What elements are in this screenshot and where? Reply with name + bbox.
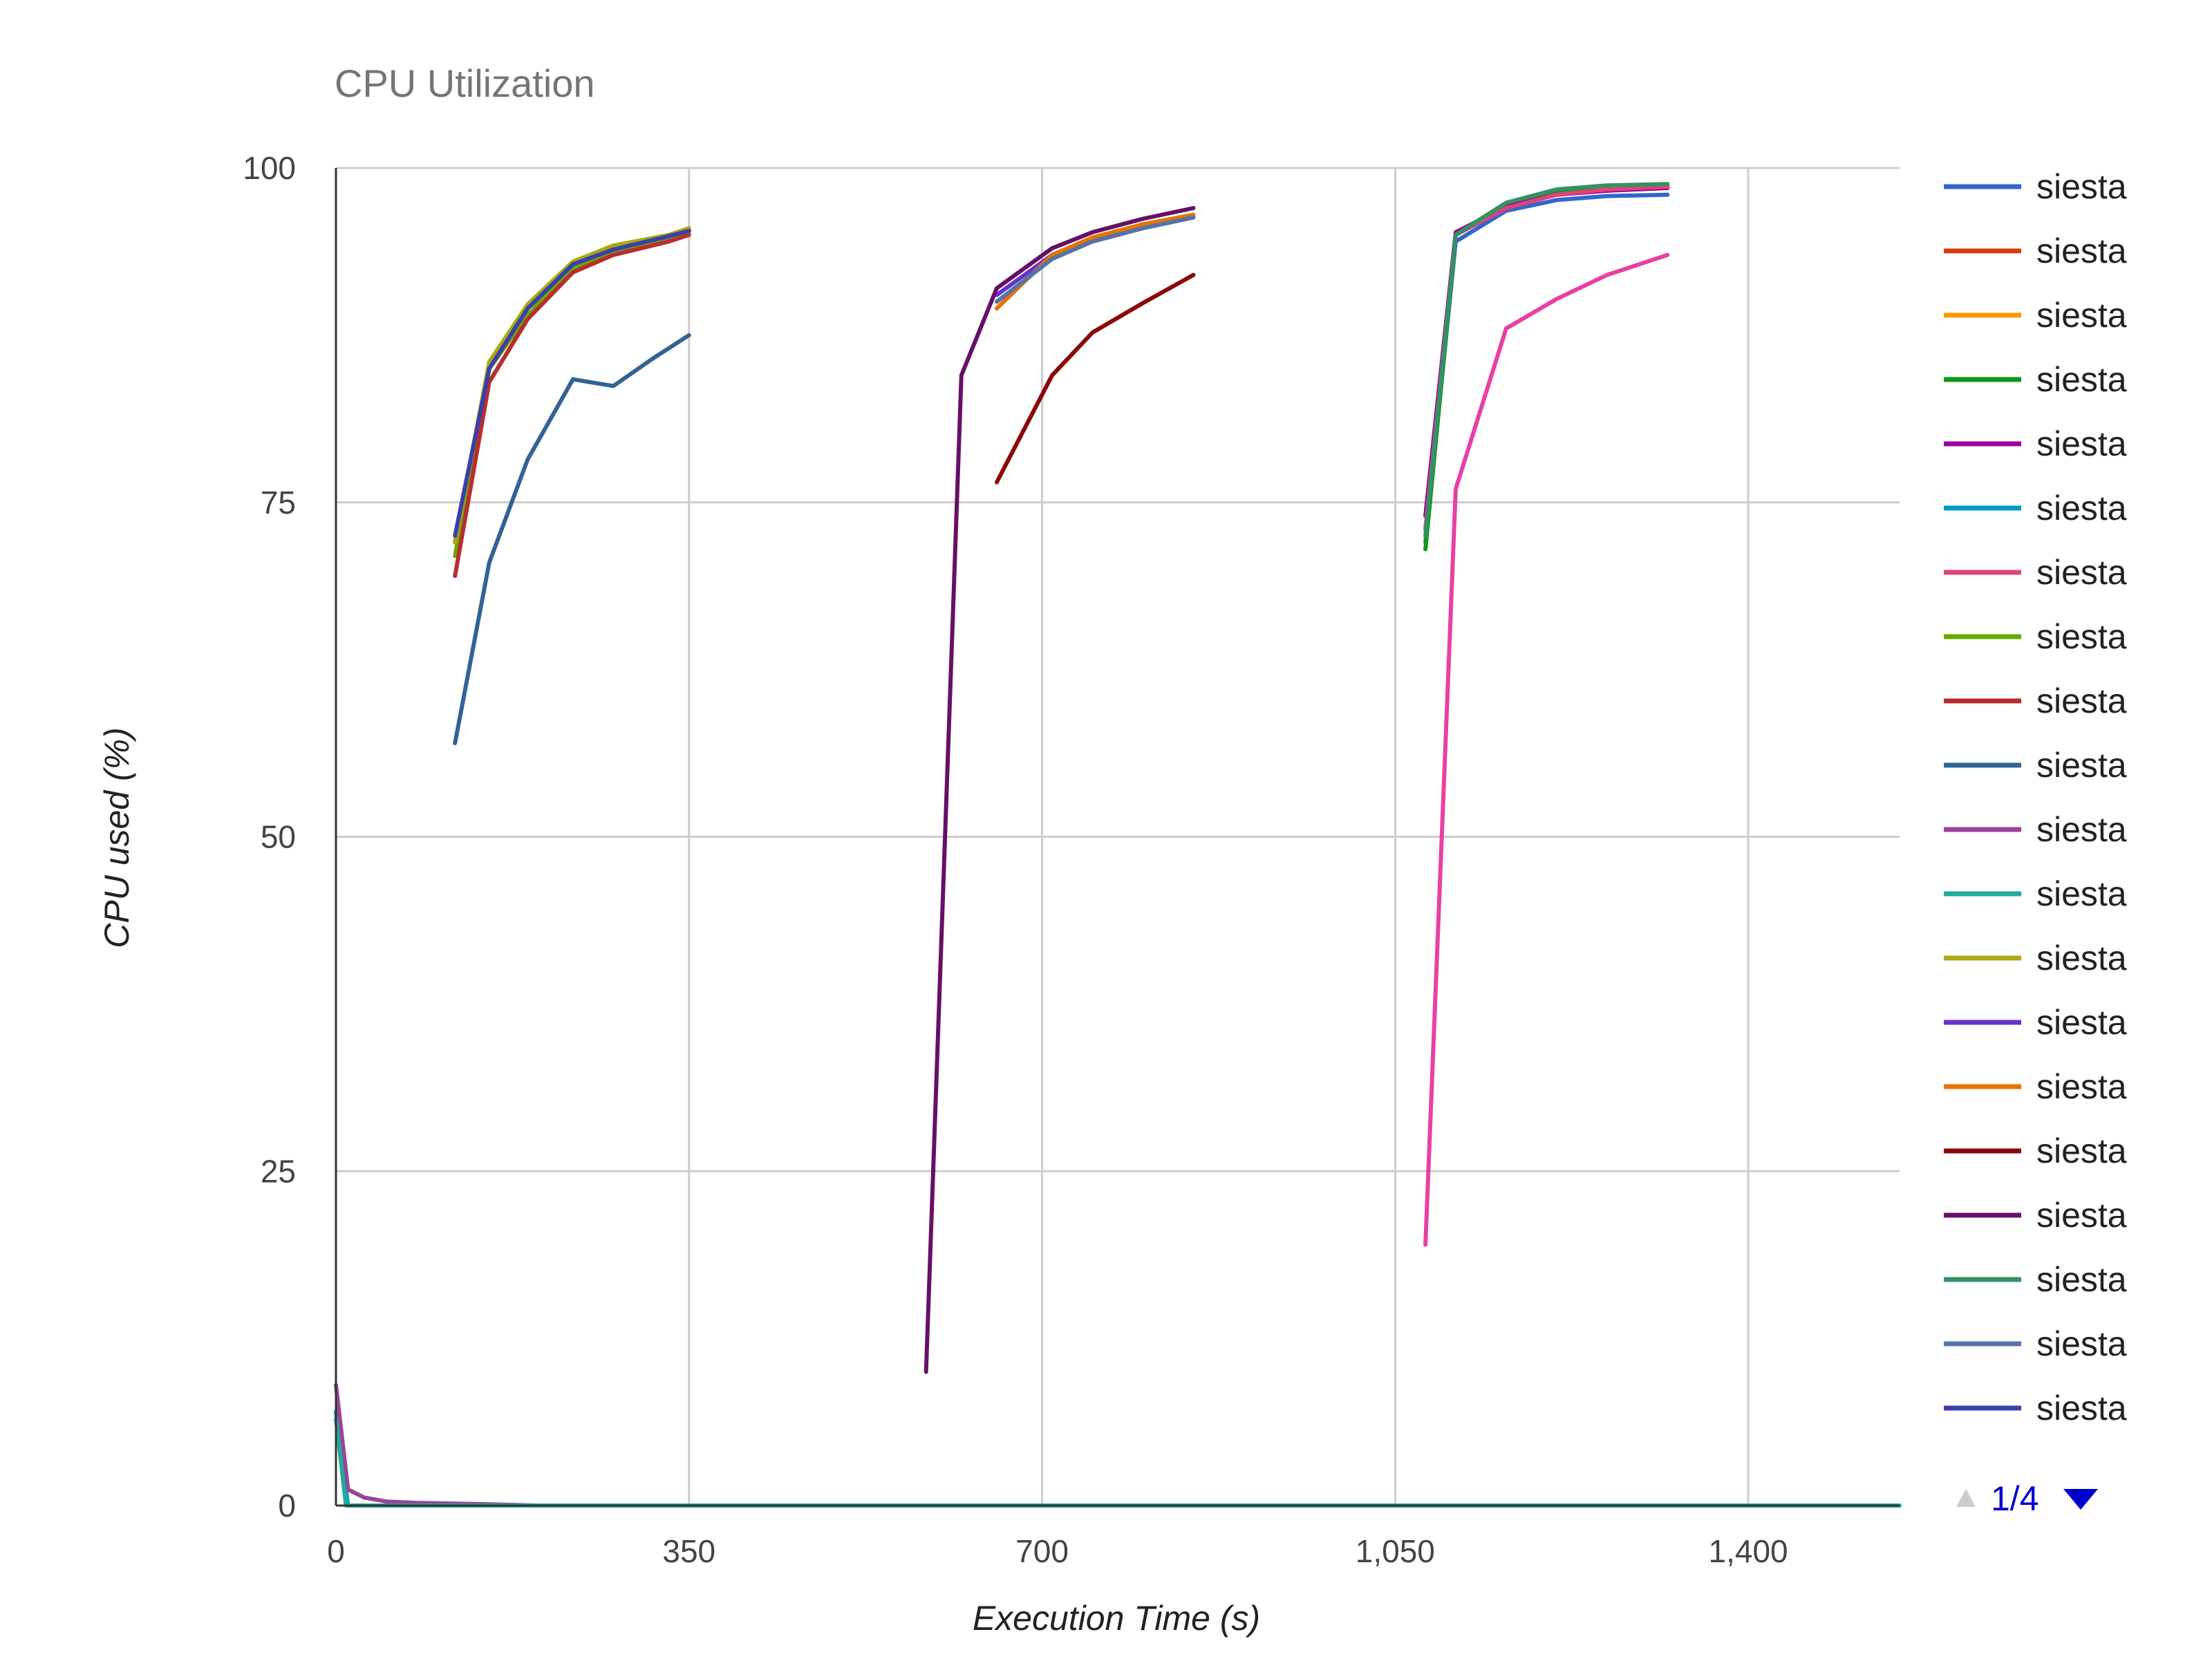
legend-item[interactable]: siesta (1944, 1324, 2127, 1363)
legend-item[interactable]: siesta (1944, 167, 2127, 206)
series-line-15 (994, 212, 1196, 311)
legend-item[interactable]: siesta (1944, 874, 2127, 913)
legend-label: siesta (2036, 167, 2127, 206)
page-up-icon[interactable] (1956, 1489, 1976, 1507)
legend-label: siesta (2036, 1067, 2127, 1106)
legend-item[interactable]: siesta (1944, 1196, 2127, 1235)
legend-item[interactable]: siesta (1944, 1003, 2127, 1042)
series-line-10 (453, 332, 691, 746)
x-tick-label: 0 (327, 1533, 345, 1569)
legend-item[interactable]: siesta (1944, 232, 2127, 270)
series-line-19 (994, 215, 1196, 304)
series-line-8 (453, 232, 691, 559)
y-tick-label: 50 (261, 819, 296, 855)
legend-item[interactable]: siesta (1944, 1067, 2127, 1106)
legend-label: siesta (2036, 682, 2127, 720)
y-tick-label: 25 (261, 1153, 296, 1189)
y-tick-label: 75 (261, 485, 296, 521)
series-line-11 (334, 1382, 1902, 1508)
legend-label: siesta (2036, 1389, 2127, 1427)
series-line-16 (994, 272, 1196, 485)
x-tick-label: 1,050 (1356, 1533, 1435, 1569)
legend-label: siesta (2036, 489, 2127, 527)
axes (335, 168, 1900, 1507)
legend: siesta siesta siesta siesta siesta siesta sies… (1944, 167, 2127, 1427)
legend-label: siesta (2036, 296, 2127, 335)
legend-label: siesta (2036, 232, 2127, 270)
series-line-17 (924, 206, 1196, 1374)
legend-label: siesta (2036, 810, 2127, 849)
tick-labels: 0 25 50 75 100 0 350 700 1,050 1,400 (243, 150, 1788, 1569)
series-line-6 (334, 1409, 1902, 1508)
x-tick-label: 350 (662, 1533, 715, 1569)
legend-label: siesta (2036, 1196, 2127, 1235)
x-axis-label: Execution Time (s) (973, 1599, 1260, 1638)
legend-label: siesta (2036, 360, 2127, 399)
legend-item[interactable]: siesta (1944, 810, 2127, 849)
legend-item[interactable]: siesta (1944, 553, 2127, 592)
legend-item[interactable]: siesta (1944, 682, 2127, 720)
legend-item[interactable]: siesta (1944, 617, 2127, 656)
series-line-12 (334, 1416, 1902, 1508)
legend-page-indicator: 1/4 (1991, 1479, 2039, 1518)
y-axis-label: CPU used (%) (97, 727, 136, 948)
series-line-9 (453, 232, 691, 579)
x-tick-label: 1,400 (1709, 1533, 1788, 1569)
legend-label: siesta (2036, 1324, 2127, 1363)
legend-label: siesta (2036, 1132, 2127, 1170)
legend-label: siesta (2036, 874, 2127, 913)
legend-item[interactable]: siesta (1944, 424, 2127, 463)
series-line-21 (1423, 252, 1670, 1247)
legend-item[interactable]: siesta (1944, 296, 2127, 335)
chart-title: CPU Utilization (335, 62, 595, 105)
legend-item[interactable]: siesta (1944, 1260, 2127, 1299)
legend-label: siesta (2036, 1003, 2127, 1042)
legend-item[interactable]: siesta (1944, 1389, 2127, 1427)
legend-label: siesta (2036, 617, 2127, 656)
legend-label: siesta (2036, 939, 2127, 977)
legend-label: siesta (2036, 553, 2127, 592)
legend-label: siesta (2036, 424, 2127, 463)
series-line-20 (453, 228, 691, 538)
legend-item[interactable]: siesta (1944, 489, 2127, 527)
y-tick-label: 0 (278, 1488, 296, 1524)
legend-item[interactable]: siesta (1944, 1132, 2127, 1170)
series-line-18 (1423, 182, 1670, 538)
gridlines (336, 167, 1900, 1506)
y-tick-label: 100 (243, 150, 296, 186)
page-down-icon[interactable] (2063, 1489, 2098, 1510)
legend-item[interactable]: siesta (1944, 360, 2127, 399)
legend-label: siesta (2036, 746, 2127, 785)
legend-item[interactable]: siesta (1944, 746, 2127, 785)
series-line-1 (1423, 192, 1670, 545)
series-line-14 (994, 215, 1196, 297)
legend-item[interactable]: siesta (1944, 939, 2127, 977)
x-tick-label: 700 (1015, 1533, 1069, 1569)
legend-label: siesta (2036, 1260, 2127, 1299)
legend-pager: 1/4 (1956, 1479, 2098, 1518)
series-lines (334, 182, 1902, 1508)
